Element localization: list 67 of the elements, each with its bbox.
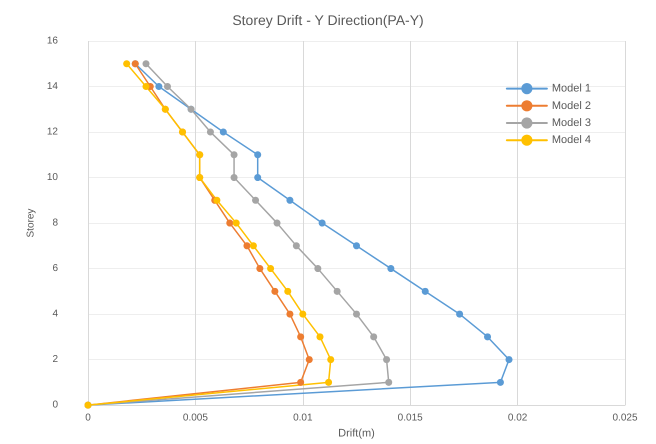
legend-label: Model 3 [552,117,592,129]
point [206,128,214,136]
point [325,378,332,386]
point [142,60,150,68]
y-tick-label: 6 [52,263,58,274]
chart-title: Storey Drift - Y Direction(PA-Y) [232,12,424,28]
y-tick-label: 2 [52,354,58,366]
point [422,288,429,295]
y-tick-label: 10 [46,172,58,184]
y-tick-label: 4 [52,308,58,320]
legend-label: Model 4 [552,134,592,146]
x-tick-label: 0.015 [398,412,424,424]
point [299,310,306,318]
point [292,242,300,250]
y-axis-title: Storey [25,208,36,238]
point [274,220,281,227]
point [250,242,257,250]
point [284,288,292,295]
y-tick-label: 12 [46,126,58,138]
point [232,220,240,227]
point [297,333,304,340]
legend-label: Model 1 [552,82,592,95]
point [254,151,262,158]
x-tick-label: 0 [85,412,92,424]
x-axis-title: Drift(m) [338,428,375,440]
point [314,265,322,272]
y-tick-label: 0 [52,400,58,411]
x-tick-label: 0.005 [182,412,208,424]
x-tick-label: 0.025 [612,412,638,424]
point [353,242,360,250]
point [353,310,360,318]
point [297,378,304,386]
point [286,310,294,318]
point [142,83,150,90]
point [385,378,392,386]
y-tick-label: 8 [52,218,58,229]
point [155,83,162,90]
point [271,288,278,295]
x-tick-label: 0.01 [293,412,313,424]
y-tick-label: 14 [46,81,58,92]
point [496,378,504,386]
legend-label: Model 2 [552,100,592,112]
point [334,288,341,295]
point [306,356,313,364]
x-tick-label: 0.02 [508,412,528,424]
point [506,356,513,364]
point [286,196,294,204]
point [254,174,262,182]
point [230,151,238,158]
point [456,310,464,318]
point [164,83,171,90]
point [267,265,274,272]
point [484,333,492,340]
point [383,356,390,364]
point [230,174,238,182]
point [387,265,394,272]
point [226,220,234,227]
point [123,60,130,68]
point [370,333,378,340]
y-tick-label: 16 [46,36,58,46]
point [316,333,324,340]
point [256,265,264,272]
point [252,196,260,204]
point [318,220,326,227]
point [220,128,227,136]
point [327,356,334,364]
point [243,242,250,250]
